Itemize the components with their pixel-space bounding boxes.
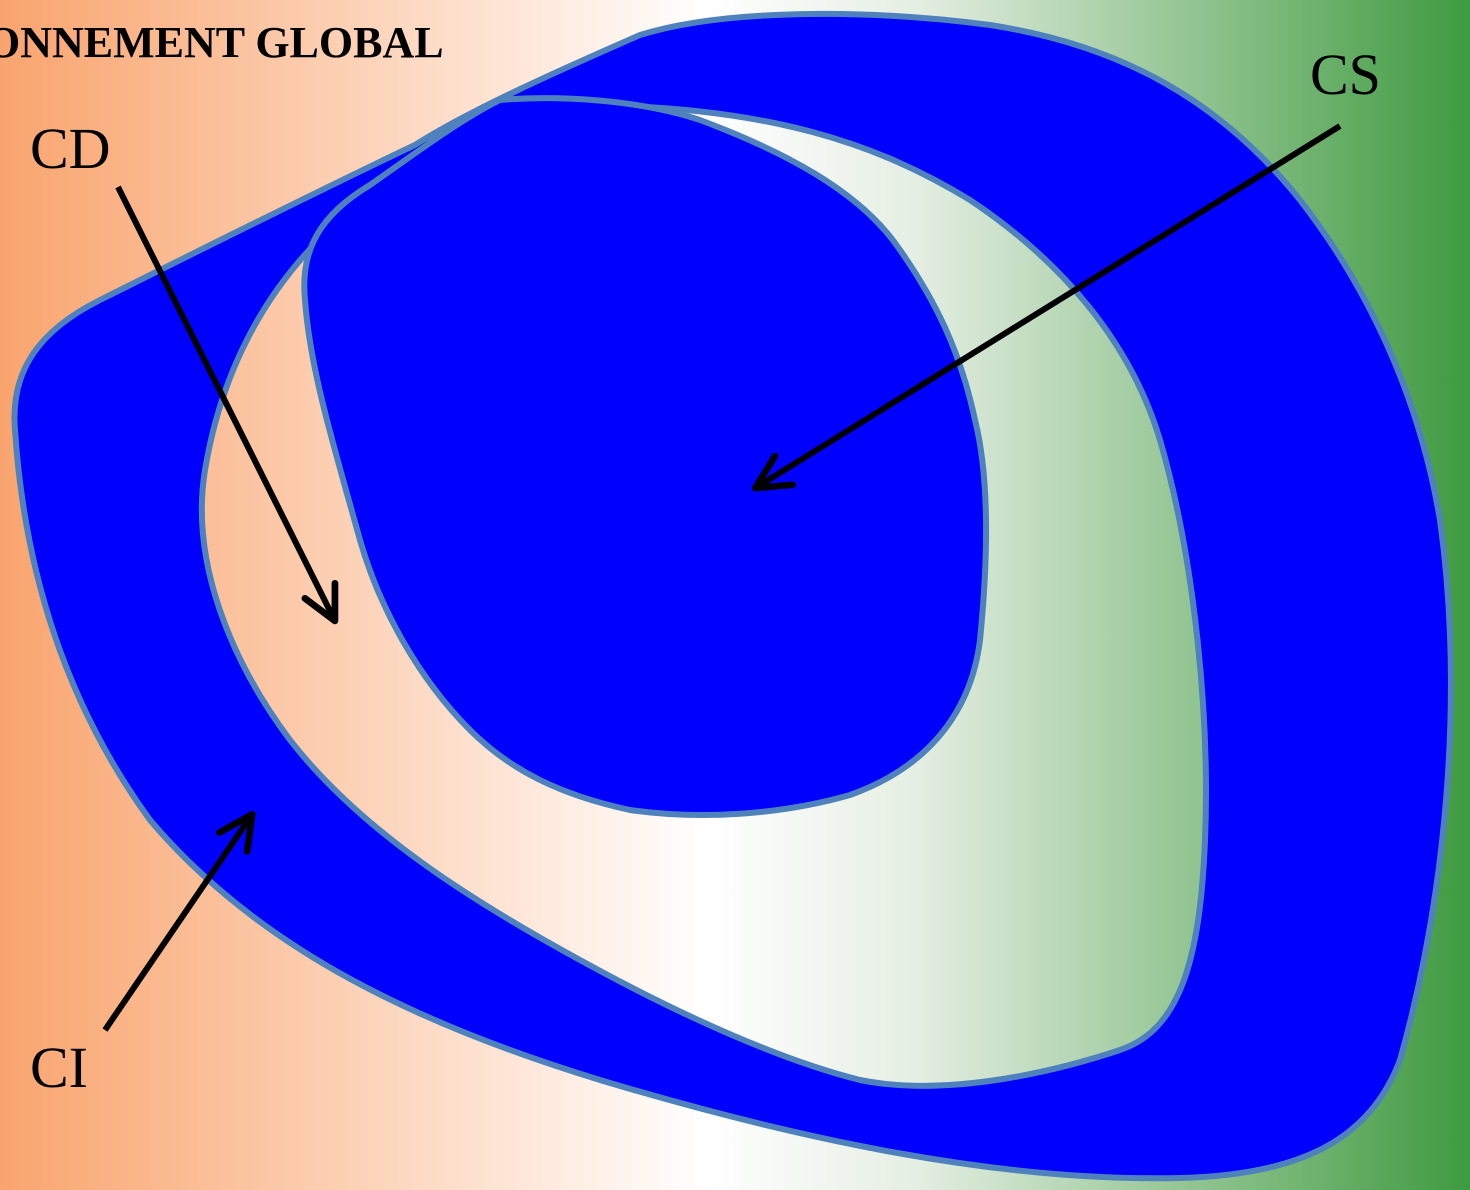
arrow-cs (751, 123, 1342, 492)
outer-ring-ci (11, 10, 1454, 1182)
arrow-ci (102, 810, 256, 1032)
label-ci: CI (30, 1035, 88, 1100)
label-cs: CS (1310, 42, 1381, 107)
title-label: ONNEMENT GLOBAL (0, 18, 444, 67)
arrow-cd (115, 185, 339, 625)
inner-blob-cs (301, 95, 990, 818)
label-cd: CD (30, 116, 111, 181)
